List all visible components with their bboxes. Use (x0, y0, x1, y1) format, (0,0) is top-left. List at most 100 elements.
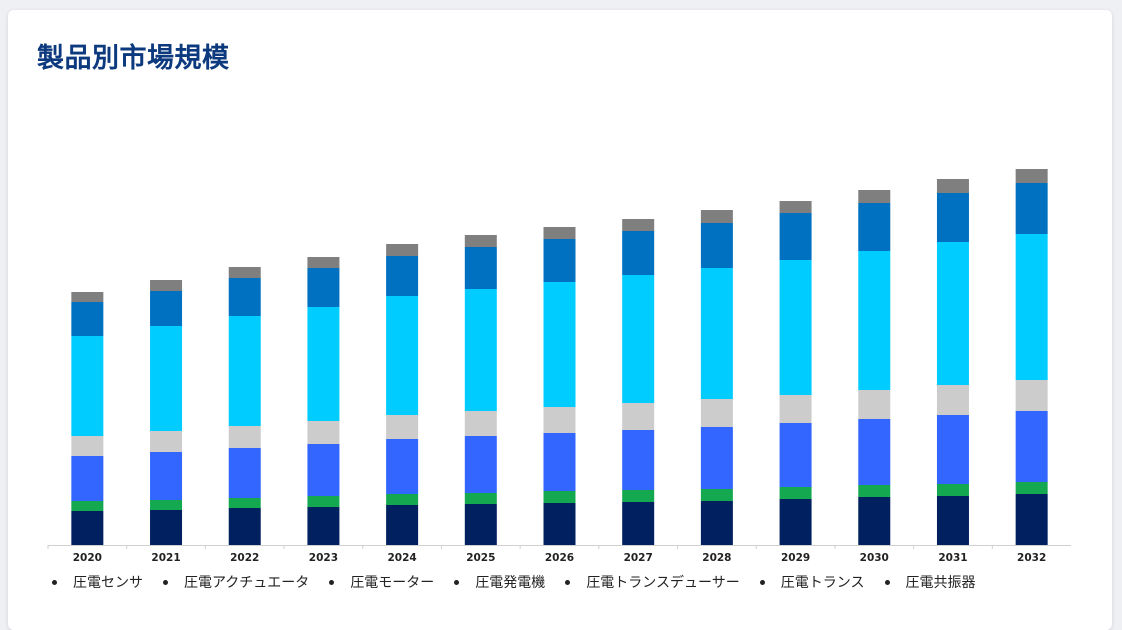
legend-label: 圧電発電機 (475, 575, 546, 591)
bar-segment (71, 456, 104, 501)
bar-segment (1015, 183, 1048, 234)
bar-segment (700, 399, 733, 427)
bar-segment (386, 505, 419, 545)
bar-segment (543, 282, 576, 407)
bar-segment (543, 227, 576, 239)
bar-segment (700, 210, 733, 223)
bar-segment (464, 504, 497, 545)
bar-segment (386, 439, 419, 494)
x-tick-label: 2025 (466, 552, 495, 564)
bar-segment (700, 223, 733, 268)
bullet-icon (759, 579, 765, 585)
bar-segment (307, 507, 340, 545)
bar-segment (150, 500, 183, 510)
bar-segment (1015, 380, 1048, 411)
bar-segment (858, 497, 891, 545)
legend-item: 圧電アクチュエータ (163, 572, 309, 592)
bar-segment (150, 280, 183, 291)
x-tick-label: 2030 (860, 552, 889, 564)
bullet-icon (884, 579, 890, 585)
bar-segment (936, 193, 969, 242)
bar-segment (150, 291, 183, 326)
x-tick-label: 2028 (702, 552, 731, 564)
page-title: 製品別市場規模 (37, 43, 230, 74)
bullet-icon (52, 579, 57, 585)
bar-segment (779, 213, 812, 260)
bar-segment (622, 490, 655, 502)
bullet-icon (329, 579, 335, 585)
bar-segment (779, 487, 812, 499)
bar-segment (307, 421, 340, 444)
bullet-icon (565, 579, 571, 585)
bar-segment (150, 510, 183, 545)
bar-segment (936, 179, 969, 193)
x-tick-label: 2026 (545, 552, 574, 564)
legend-label: 圧電共振器 (905, 575, 976, 591)
bar-segment (936, 415, 969, 484)
bar-segment (228, 278, 261, 316)
legend-item: 圧電モーター (329, 572, 434, 592)
bar-segment (150, 326, 183, 431)
bar-segment (700, 268, 733, 399)
bar-segment (71, 302, 104, 336)
legend-label: 圧電トランス (780, 575, 865, 591)
bar-segment (1015, 234, 1048, 380)
bar-segment (150, 431, 183, 452)
bar-segment (622, 430, 655, 490)
bar-segment (779, 201, 812, 213)
x-tick-label: 2027 (624, 552, 653, 564)
bar-segment (622, 275, 655, 403)
bar-segment (150, 452, 183, 500)
bar-segment (779, 499, 812, 545)
bar-segment (71, 336, 104, 436)
legend-label: 圧電アクチュエータ (184, 575, 310, 591)
legend-item: 圧電トランスデューサー (565, 572, 740, 592)
bar-segment (386, 415, 419, 439)
bar-segment (386, 494, 419, 505)
bar-segment (228, 316, 261, 426)
bar-segment (307, 268, 340, 307)
x-tick-label: 2022 (230, 552, 259, 564)
bar-segment (464, 493, 497, 504)
bar-segment (622, 219, 655, 231)
bar-segment (228, 426, 261, 448)
x-tick-label: 2024 (387, 552, 416, 564)
bar-segment (1015, 494, 1048, 545)
bar-segment (228, 448, 261, 498)
bar-segment (464, 411, 497, 436)
bar-segment (1015, 411, 1048, 482)
bar-segment (543, 407, 576, 433)
bar-segment (464, 235, 497, 247)
bar-segment (936, 496, 969, 545)
bar-segment (700, 427, 733, 489)
legend-label: 圧電モーター (350, 575, 435, 591)
bar-segment (1015, 482, 1048, 494)
bar-segment (858, 190, 891, 203)
bar-segment (858, 203, 891, 251)
bar-segment (464, 436, 497, 493)
bar-segment (71, 436, 104, 456)
bar-segment (307, 496, 340, 507)
legend-item: 圧電トランス (759, 572, 865, 592)
bar-segment (858, 419, 891, 485)
bar-segment (622, 231, 655, 275)
x-tick-label: 2032 (1017, 552, 1046, 564)
chart-legend: 圧電センサ 圧電アクチュエータ 圧電モーター 圧電発電機 圧電トランスデューサー 圧電トラ… (52, 572, 996, 592)
legend-label: 圧電センサ (73, 575, 143, 591)
bar-segment (228, 267, 261, 278)
bar-segment (936, 385, 969, 415)
stacked-bar-chart: 2020 2021 2022 2023 2024 2025 2026 2027 2028 2029… (47, 169, 1071, 564)
bar-segment (858, 485, 891, 497)
bar-segment (779, 423, 812, 487)
bar-segment (71, 511, 104, 545)
bar-segment (386, 296, 419, 415)
bar-segment (464, 247, 497, 289)
bar-segment (228, 508, 261, 545)
legend-item: 圧電共振器 (884, 572, 976, 592)
bar-segment (307, 444, 340, 496)
bar-segment (779, 260, 812, 395)
bar-segment (228, 498, 261, 508)
bar-segment (700, 489, 733, 501)
bar-segment (700, 501, 733, 545)
legend-item: 圧電発電機 (454, 572, 545, 592)
